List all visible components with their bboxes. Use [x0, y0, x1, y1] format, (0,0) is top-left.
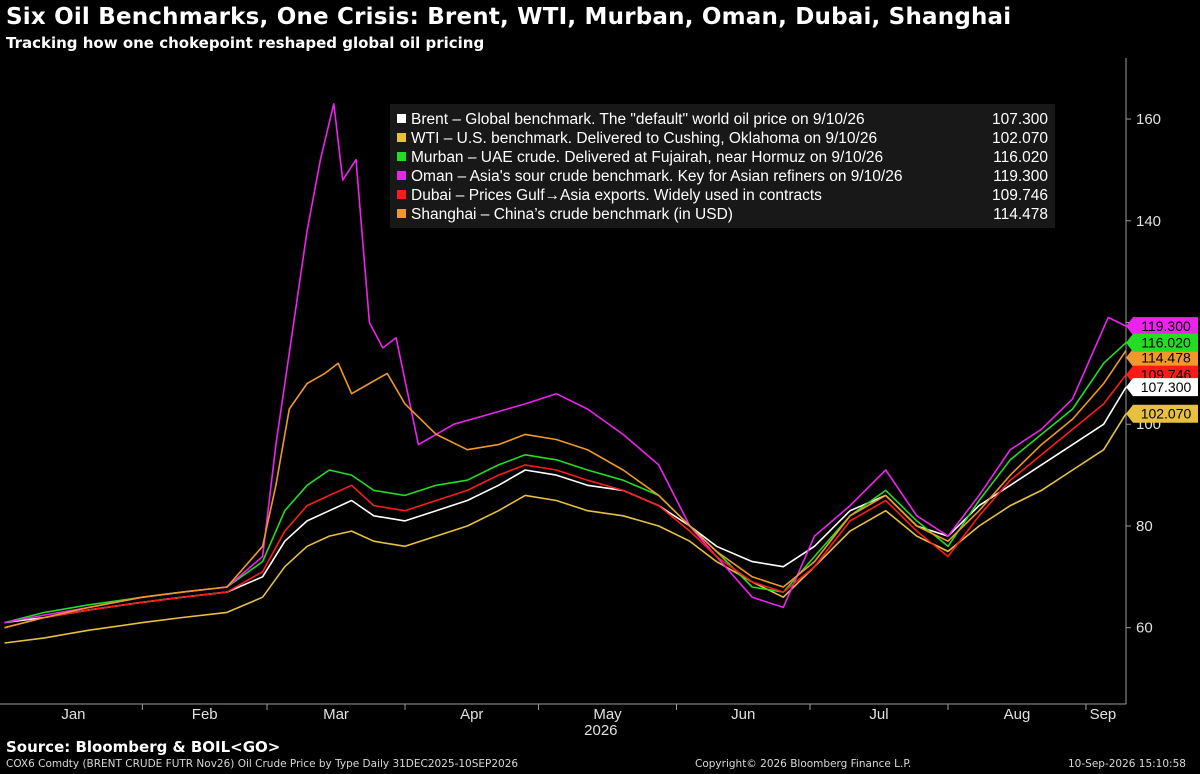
chart-subtitle: Tracking how one chokepoint reshaped glo… — [6, 34, 485, 52]
source-note: Source: Bloomberg & BOIL<GO> — [6, 738, 281, 756]
x-tick-label: Aug — [1004, 706, 1031, 723]
tag-value: 102.070 — [1141, 406, 1192, 422]
legend-label-brent: Brent – Global benchmark. The "default" … — [411, 111, 865, 128]
legend-value-wti: 102.070 — [992, 130, 1048, 147]
legend-value-murban: 116.020 — [993, 149, 1048, 166]
last-value-tag-shanghai: 114.478 — [1126, 348, 1198, 367]
x-tick-label: Sep — [1090, 706, 1117, 723]
series-line-dubai — [4, 374, 1127, 629]
legend-swatch-murban — [397, 152, 406, 161]
tag-value: 116.020 — [1141, 335, 1191, 351]
legend-swatch-brent — [397, 114, 406, 123]
tag-shape — [1126, 333, 1198, 352]
x-tick-label: Jan — [61, 706, 85, 723]
y-tick-label: 160 — [1136, 111, 1161, 128]
ticker-note: COX6 Comdty (BRENT CRUDE FUTR Nov26) Oil… — [6, 758, 519, 770]
legend-label-shanghai: Shanghai – China’s crude benchmark (in U… — [411, 206, 733, 223]
legend-value-oman: 119.300 — [993, 168, 1048, 185]
y-tick-label: 60 — [1136, 620, 1153, 637]
series-line-murban — [4, 342, 1127, 624]
copyright-note: Copyright© 2026 Bloomberg Finance L.P. — [695, 758, 912, 770]
tag-shape — [1126, 348, 1198, 367]
tag-shape — [1126, 317, 1198, 336]
tag-value: 119.300 — [1141, 318, 1191, 334]
legend: Brent – Global benchmark. The "default" … — [390, 104, 1055, 228]
y-tick-label: 80 — [1136, 518, 1153, 535]
last-value-tag-oman: 119.300 — [1126, 317, 1198, 336]
tag-value: 114.478 — [1141, 350, 1191, 366]
legend-label-murban: Murban – UAE crude. Delivered at Fujaira… — [411, 149, 883, 166]
legend-swatch-wti — [397, 133, 406, 142]
tag-shape — [1126, 404, 1198, 423]
series-line-oman — [4, 103, 1127, 624]
x-tick-label: Jun — [731, 706, 755, 723]
legend-swatch-shanghai — [397, 209, 406, 218]
last-value-tag-wti: 102.070 — [1126, 404, 1198, 423]
series-line-wti — [4, 413, 1127, 644]
legend-label-oman: Oman – Asia's sour crude benchmark. Key … — [411, 168, 902, 185]
tag-shape — [1126, 378, 1198, 397]
legend-value-brent: 107.300 — [992, 111, 1048, 128]
timestamp-note: 10-Sep-2026 15:10:58 — [1068, 758, 1186, 770]
legend-box — [390, 104, 1055, 228]
legend-value-shanghai: 114.478 — [993, 206, 1048, 223]
legend-label-dubai: Dubai – Prices Gulf→Asia exports. Widely… — [411, 187, 822, 204]
x-tick-label: Jul — [869, 706, 888, 723]
legend-swatch-dubai — [397, 190, 406, 199]
x-tick-label: Apr — [460, 706, 483, 723]
legend-label-wti: WTI – U.S. benchmark. Delivered to Cushi… — [411, 130, 877, 147]
last-value-tag-murban: 116.020 — [1126, 333, 1198, 352]
y-tick-label: 140 — [1136, 213, 1161, 230]
x-tick-label: May — [593, 706, 622, 723]
chart-title: Six Oil Benchmarks, One Crisis: Brent, W… — [6, 4, 1012, 30]
tag-value: 107.300 — [1141, 379, 1192, 395]
x-tick-label: Mar — [323, 706, 349, 723]
series-line-brent — [4, 386, 1127, 624]
legend-value-dubai: 109.746 — [992, 187, 1048, 204]
last-value-tag-brent: 107.300 — [1126, 378, 1198, 397]
series-line-shanghai — [4, 350, 1127, 629]
x-axis-label: 2026 — [584, 722, 617, 739]
legend-swatch-oman — [397, 171, 406, 180]
x-tick-label: Feb — [192, 706, 218, 723]
